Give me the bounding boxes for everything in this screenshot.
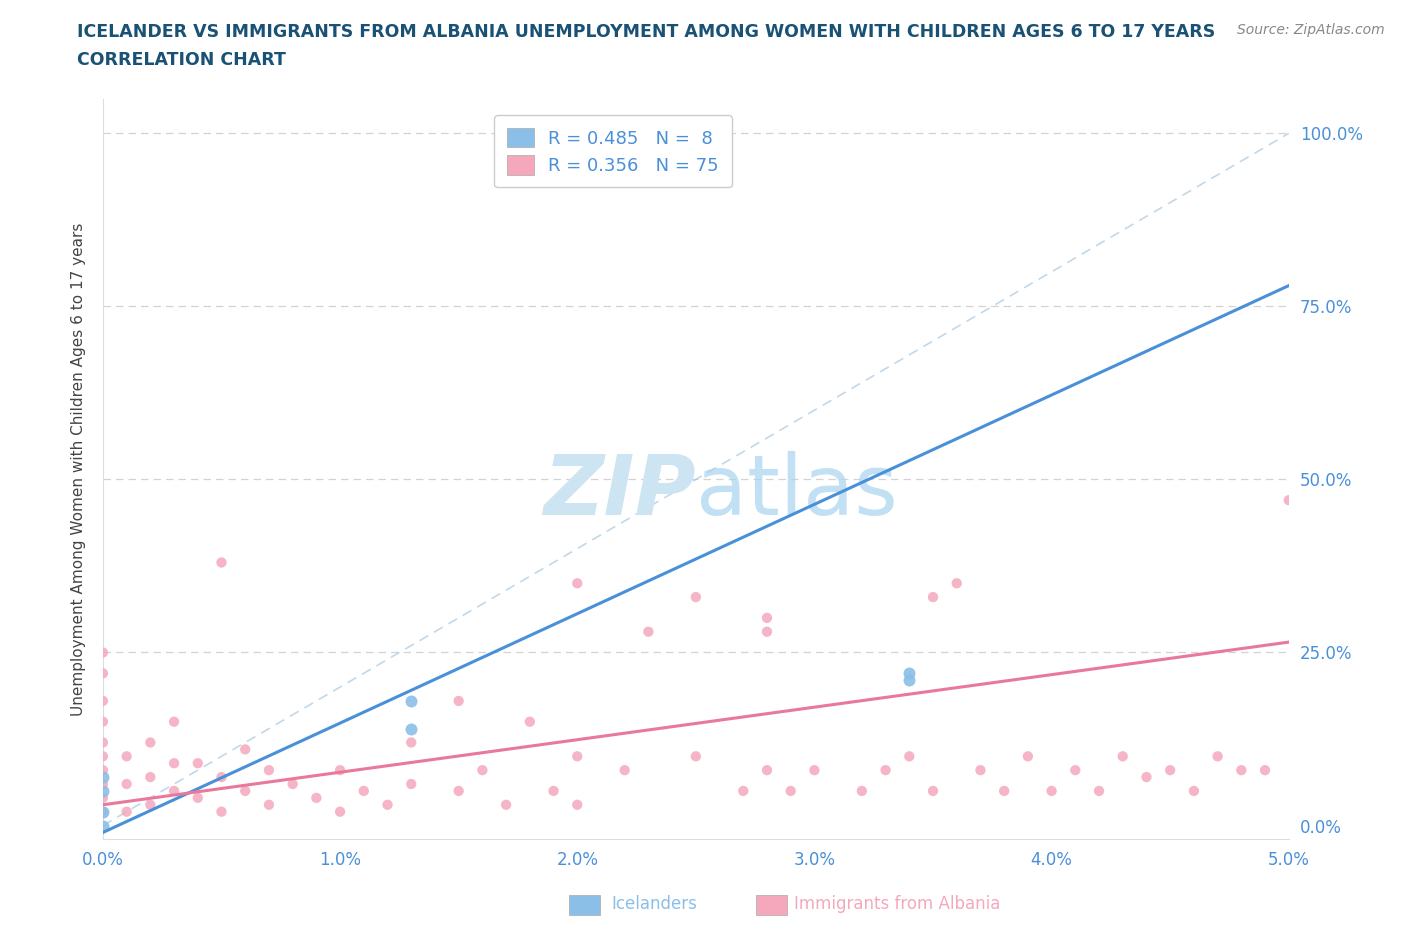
Point <box>898 749 921 764</box>
Point <box>211 555 233 570</box>
Point <box>91 790 114 805</box>
Point <box>329 763 352 777</box>
Point <box>91 804 114 819</box>
Text: atlas: atlas <box>696 451 897 532</box>
Point <box>1112 749 1135 764</box>
Point <box>163 783 186 798</box>
Point <box>543 783 565 798</box>
Point <box>211 804 233 819</box>
Point <box>898 672 921 687</box>
Point <box>756 610 779 625</box>
Text: Source: ZipAtlas.com: Source: ZipAtlas.com <box>1237 23 1385 37</box>
Point <box>922 590 945 604</box>
Point <box>139 735 162 750</box>
Point <box>1278 493 1301 508</box>
Point <box>567 749 589 764</box>
Point <box>519 714 541 729</box>
Point <box>91 749 114 764</box>
Point <box>756 763 779 777</box>
Point <box>1040 783 1063 798</box>
Point <box>91 763 114 777</box>
Text: Icelanders: Icelanders <box>612 895 697 913</box>
Legend: R = 0.485   N =  8, R = 0.356   N = 75: R = 0.485 N = 8, R = 0.356 N = 75 <box>494 115 731 188</box>
Point <box>993 783 1015 798</box>
Point <box>1135 770 1157 785</box>
Point <box>257 763 280 777</box>
Point <box>305 790 328 805</box>
Point <box>187 756 209 771</box>
Point <box>922 783 945 798</box>
Point <box>567 797 589 812</box>
Point <box>1230 763 1253 777</box>
Point <box>163 714 186 729</box>
Point <box>1206 749 1229 764</box>
Point <box>613 763 636 777</box>
Text: CORRELATION CHART: CORRELATION CHART <box>77 51 287 69</box>
Point <box>969 763 991 777</box>
Point <box>495 797 517 812</box>
Point <box>471 763 494 777</box>
Point <box>733 783 755 798</box>
Point <box>875 763 897 777</box>
Point <box>898 666 921 681</box>
Point <box>91 783 114 798</box>
Point <box>945 576 967 591</box>
Text: ICELANDER VS IMMIGRANTS FROM ALBANIA UNEMPLOYMENT AMONG WOMEN WITH CHILDREN AGES: ICELANDER VS IMMIGRANTS FROM ALBANIA UNE… <box>77 23 1216 41</box>
Point <box>115 777 138 791</box>
Point <box>377 797 399 812</box>
Point <box>233 783 256 798</box>
Point <box>756 624 779 639</box>
Point <box>115 804 138 819</box>
Text: Immigrants from Albania: Immigrants from Albania <box>794 895 1001 913</box>
Point <box>1064 763 1087 777</box>
Y-axis label: Unemployment Among Women with Children Ages 6 to 17 years: Unemployment Among Women with Children A… <box>72 222 86 716</box>
Point <box>163 756 186 771</box>
Point <box>567 576 589 591</box>
Point <box>803 763 825 777</box>
Point <box>1254 763 1277 777</box>
Point <box>637 624 659 639</box>
Point <box>257 797 280 812</box>
Point <box>139 770 162 785</box>
Point <box>329 804 352 819</box>
Point <box>139 797 162 812</box>
Point <box>91 735 114 750</box>
Point <box>685 590 707 604</box>
Point <box>211 770 233 785</box>
Point <box>115 749 138 764</box>
Point <box>353 783 375 798</box>
Point <box>851 783 873 798</box>
Point <box>187 790 209 805</box>
Point <box>1088 783 1111 798</box>
Point <box>399 777 422 791</box>
Point <box>399 694 422 709</box>
Point <box>399 721 422 736</box>
Point <box>91 818 114 833</box>
Point <box>91 714 114 729</box>
Point <box>1017 749 1039 764</box>
Point <box>91 666 114 681</box>
Point <box>1182 783 1205 798</box>
Point <box>281 777 304 791</box>
Point <box>91 777 114 791</box>
Point <box>233 742 256 757</box>
Point <box>447 783 470 798</box>
Point <box>399 735 422 750</box>
Point <box>779 783 801 798</box>
Text: ZIP: ZIP <box>543 451 696 532</box>
Point <box>91 804 114 819</box>
Point <box>91 770 114 785</box>
Point <box>447 694 470 709</box>
Point <box>685 749 707 764</box>
Point <box>1159 763 1181 777</box>
Point <box>91 645 114 660</box>
Point <box>91 694 114 709</box>
